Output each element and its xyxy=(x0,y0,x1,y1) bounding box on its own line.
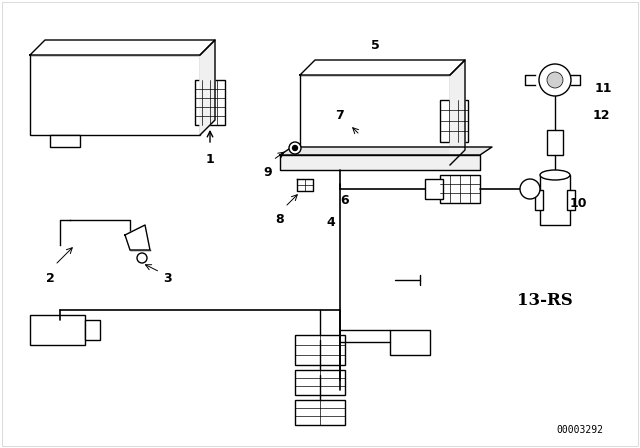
Bar xyxy=(535,190,543,210)
Text: 2: 2 xyxy=(45,272,54,285)
Circle shape xyxy=(292,146,298,151)
Circle shape xyxy=(539,64,571,96)
Polygon shape xyxy=(200,40,215,135)
Text: 6: 6 xyxy=(340,194,349,207)
Bar xyxy=(295,400,345,425)
Circle shape xyxy=(289,142,301,154)
Polygon shape xyxy=(280,155,480,170)
Text: 00003292: 00003292 xyxy=(557,425,604,435)
Polygon shape xyxy=(280,147,492,155)
Bar xyxy=(30,315,85,345)
Circle shape xyxy=(547,72,563,88)
Text: 10: 10 xyxy=(570,197,588,210)
Text: 9: 9 xyxy=(264,166,272,179)
Polygon shape xyxy=(300,60,465,75)
Bar xyxy=(50,135,80,147)
Text: 1: 1 xyxy=(205,153,214,166)
Polygon shape xyxy=(30,40,215,55)
Bar xyxy=(567,190,575,210)
Bar xyxy=(295,370,345,395)
Bar xyxy=(195,80,225,125)
Text: 13-RS: 13-RS xyxy=(517,292,573,309)
Text: 7: 7 xyxy=(335,108,344,121)
Text: 8: 8 xyxy=(276,213,284,226)
Bar xyxy=(440,100,468,142)
Ellipse shape xyxy=(540,170,570,180)
Bar xyxy=(295,335,345,365)
Polygon shape xyxy=(450,60,465,165)
Text: 5: 5 xyxy=(371,39,380,52)
Bar xyxy=(547,130,563,155)
Bar xyxy=(540,175,570,225)
Circle shape xyxy=(520,179,540,199)
Text: 3: 3 xyxy=(163,272,172,285)
Bar xyxy=(425,179,443,199)
Text: 12: 12 xyxy=(593,108,611,121)
Bar xyxy=(300,75,450,165)
Text: 11: 11 xyxy=(595,82,612,95)
Bar xyxy=(30,55,200,135)
Polygon shape xyxy=(125,225,150,250)
Bar xyxy=(85,320,100,340)
Text: 4: 4 xyxy=(326,215,335,228)
Bar xyxy=(440,175,480,203)
Circle shape xyxy=(137,253,147,263)
Bar xyxy=(390,330,430,355)
